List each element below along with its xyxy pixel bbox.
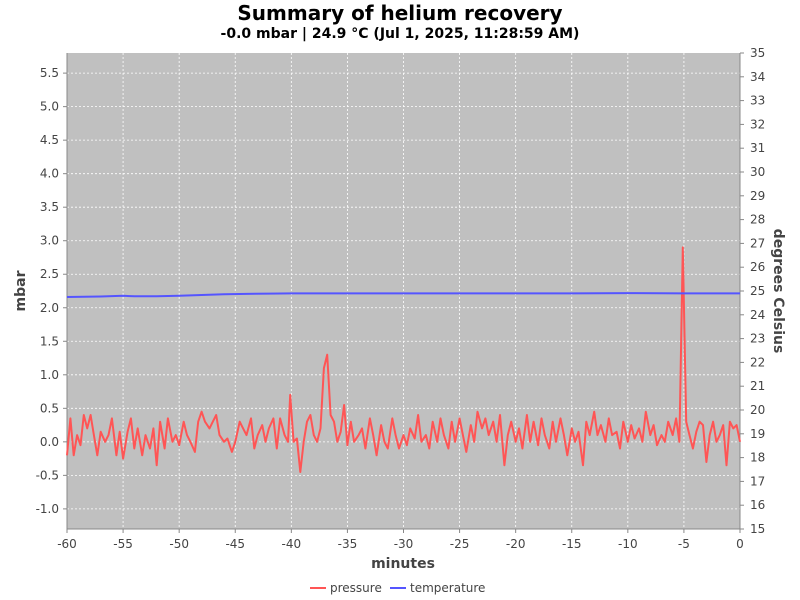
y2-tick-label: 22: [750, 355, 765, 369]
y2-tick-label: 17: [750, 474, 765, 488]
chart-title: Summary of helium recovery: [237, 1, 563, 25]
y2-tick-label: 27: [750, 236, 765, 250]
x-tick-label: -60: [57, 537, 77, 551]
y2-tick-label: 33: [750, 94, 765, 108]
y2-tick-label: 30: [750, 165, 765, 179]
y2-tick-label: 15: [750, 522, 765, 536]
x-tick-label: -45: [225, 537, 245, 551]
y2-tick-label: 23: [750, 332, 765, 346]
y2-tick-label: 18: [750, 451, 765, 465]
y-tick-label: 0.0: [40, 435, 59, 449]
y2-tick-label: 34: [750, 70, 765, 84]
y2-tick-label: 21: [750, 379, 765, 393]
series-group: [66, 246, 741, 473]
y-tick-label: 2.5: [40, 267, 59, 281]
x-tick-label: -55: [113, 537, 133, 551]
grid: [66, 53, 741, 529]
x-tick-label: 0: [736, 537, 744, 551]
chart-subtitle: -0.0 mbar | 24.9 °C (Jul 1, 2025, 11:28:…: [220, 26, 580, 42]
x-tick-label: -20: [506, 537, 526, 551]
x-ticks: -60 -55 -50 -45 -40 -35 -30 -25 -20 -15 -10 -5 0: [57, 529, 744, 551]
y-tick-label: 3.0: [40, 234, 59, 248]
series-line-pressure: [66, 246, 741, 473]
y2-tick-label: 26: [750, 260, 765, 274]
y-tick-label: -0.5: [36, 468, 59, 482]
x-tick-label: -25: [450, 537, 470, 551]
y2-axis-label: degrees Celsius: [770, 229, 786, 354]
y-tick-label: 5.5: [40, 66, 59, 80]
y2-tick-label: 25: [750, 284, 765, 298]
legend-label-temperature: temperature: [410, 581, 485, 595]
x-tick-label: -5: [678, 537, 690, 551]
y-tick-label: 1.0: [40, 368, 59, 382]
y2-tick-label: 16: [750, 498, 765, 512]
y-tick-label: 3.5: [40, 200, 59, 214]
series-line-temperature: [66, 292, 740, 298]
y2-tick-label: 28: [750, 213, 765, 227]
x-tick-label: -40: [282, 537, 302, 551]
y2-tick-label: 31: [750, 141, 765, 155]
legend: pressure temperature: [310, 581, 485, 595]
x-tick-label: -30: [394, 537, 414, 551]
x-tick-label: -10: [618, 537, 638, 551]
legend-label-pressure: pressure: [330, 581, 382, 595]
y2-tick-label: 29: [750, 189, 765, 203]
y2-tick-label: 19: [750, 427, 765, 441]
y2-tick-label: 20: [750, 403, 765, 417]
y-tick-label: 4.5: [40, 133, 59, 147]
y-tick-label: 0.5: [40, 401, 59, 415]
y-tick-label: 4.0: [40, 167, 59, 181]
y2-tick-label: 35: [750, 46, 765, 60]
y-tick-label: 2.0: [40, 301, 59, 315]
y2-tick-label: 32: [750, 117, 765, 131]
x-tick-label: -15: [562, 537, 582, 551]
x-tick-label: -35: [338, 537, 358, 551]
y2-ticks: 15 16 17 18 19 20 21 22 23 24 25 26 27 28 29 30 31 32 33 34…: [740, 46, 765, 536]
y-tick-label: 5.0: [40, 100, 59, 114]
x-axis-label: minutes: [371, 556, 435, 572]
y-tick-label: -1.0: [36, 502, 59, 516]
x-tick-label: -50: [169, 537, 189, 551]
y2-tick-label: 24: [750, 308, 765, 322]
y-tick-label: 1.5: [40, 334, 59, 348]
y-axis-label: mbar: [13, 270, 29, 311]
y-ticks: -1.0 -0.5 0.0 0.5 1.0 1.5 2.0 2.5 3.0 3.5 4.0 4.5 5.…: [36, 66, 67, 516]
